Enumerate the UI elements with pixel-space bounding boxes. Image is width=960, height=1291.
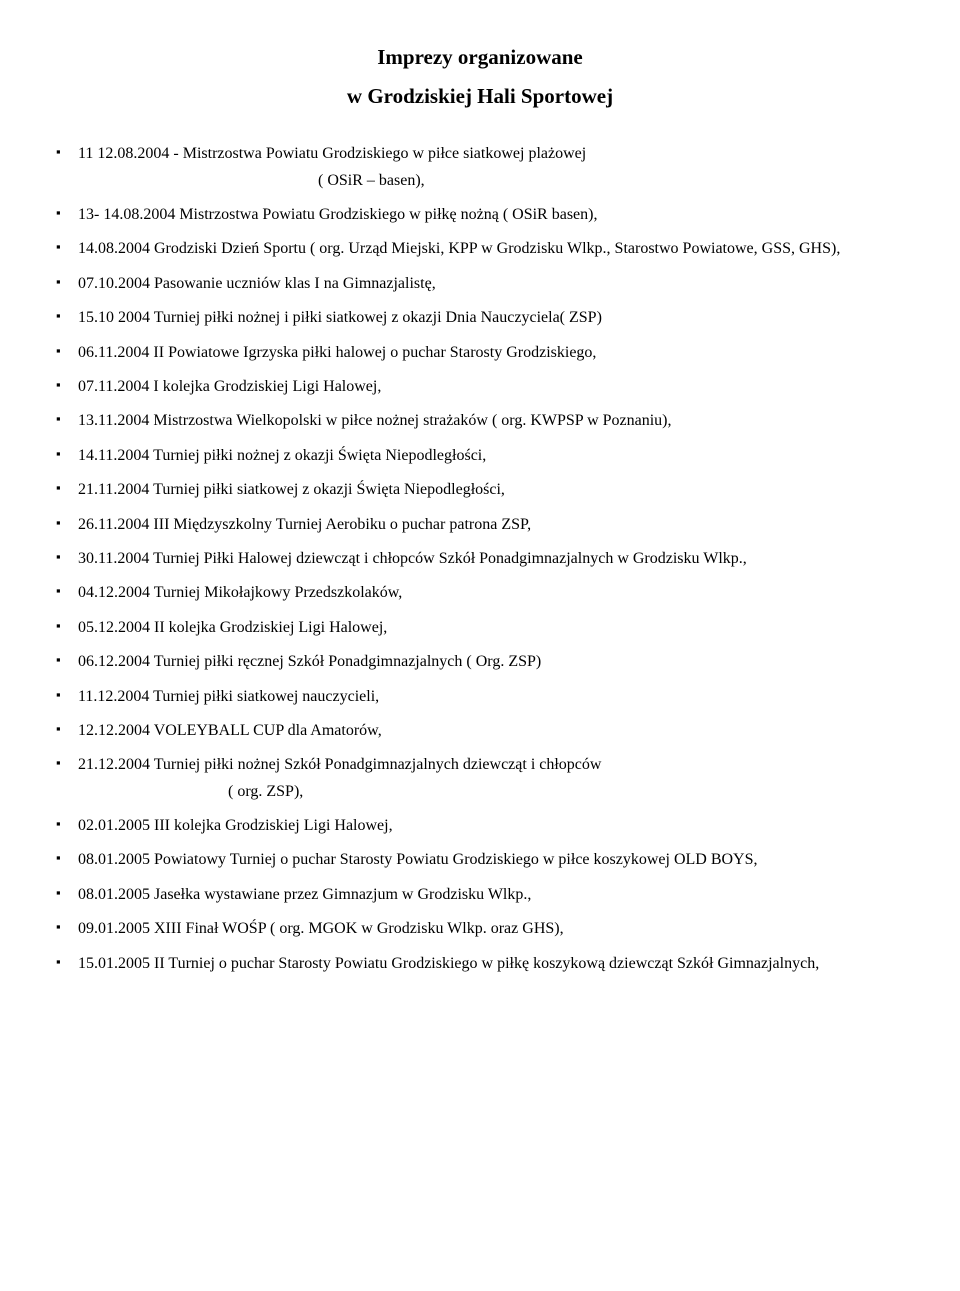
event-list: 11 12.08.2004 - Mistrzostwa Powiatu Grod…: [50, 141, 910, 977]
list-item: 09.01.2005 XIII Finał WOŚP ( org. MGOK w…: [50, 916, 910, 942]
list-item: 02.01.2005 III kolejka Grodziskiej Ligi …: [50, 813, 910, 839]
event-text: 14.08.2004 Grodziski Dzień Sportu ( org.…: [78, 240, 840, 257]
event-continuation: ( OSiR – basen),: [78, 168, 910, 194]
list-item: 04.12.2004 Turniej Mikołajkowy Przedszko…: [50, 580, 910, 606]
event-text: 21.12.2004 Turniej piłki nożnej Szkół Po…: [78, 756, 601, 773]
event-text: 14.11.2004 Turniej piłki nożnej z okazji…: [78, 447, 486, 464]
list-item: 11 12.08.2004 - Mistrzostwa Powiatu Grod…: [50, 141, 910, 194]
event-text: 07.10.2004 Pasowanie uczniów klas I na G…: [78, 275, 436, 292]
event-continuation: ( org. ZSP),: [78, 779, 910, 805]
list-item: 07.11.2004 I kolejka Grodziskiej Ligi Ha…: [50, 374, 910, 400]
list-item: 13- 14.08.2004 Mistrzostwa Powiatu Grodz…: [50, 202, 910, 228]
list-item: 13.11.2004 Mistrzostwa Wielkopolski w pi…: [50, 408, 910, 434]
event-text: 05.12.2004 II kolejka Grodziskiej Ligi H…: [78, 619, 387, 636]
list-item: 06.11.2004 II Powiatowe Igrzyska piłki h…: [50, 340, 910, 366]
list-item: 15.10 2004 Turniej piłki nożnej i piłki …: [50, 305, 910, 331]
list-item: 11.12.2004 Turniej piłki siatkowej naucz…: [50, 684, 910, 710]
event-text: 08.01.2005 Powiatowy Turniej o puchar St…: [78, 851, 758, 868]
list-item: 21.11.2004 Turniej piłki siatkowej z oka…: [50, 477, 910, 503]
list-item: 26.11.2004 III Międzyszkolny Turniej Aer…: [50, 512, 910, 538]
page-title: Imprezy organizowane: [50, 40, 910, 75]
event-text: 26.11.2004 III Międzyszkolny Turniej Aer…: [78, 516, 531, 533]
event-text: 15.10 2004 Turniej piłki nożnej i piłki …: [78, 309, 602, 326]
event-text: 06.11.2004 II Powiatowe Igrzyska piłki h…: [78, 344, 596, 361]
page-subtitle: w Grodziskiej Hali Sportowej: [50, 79, 910, 114]
event-text: 11.12.2004 Turniej piłki siatkowej naucz…: [78, 688, 379, 705]
event-text: 02.01.2005 III kolejka Grodziskiej Ligi …: [78, 817, 393, 834]
event-text: 08.01.2005 Jasełka wystawiane przez Gimn…: [78, 886, 531, 903]
event-text: 07.11.2004 I kolejka Grodziskiej Ligi Ha…: [78, 378, 381, 395]
list-item: 14.08.2004 Grodziski Dzień Sportu ( org.…: [50, 236, 910, 262]
list-item: 21.12.2004 Turniej piłki nożnej Szkół Po…: [50, 752, 910, 805]
list-item: 14.11.2004 Turniej piłki nożnej z okazji…: [50, 443, 910, 469]
event-text: 06.12.2004 Turniej piłki ręcznej Szkół P…: [78, 653, 541, 670]
list-item: 15.01.2005 II Turniej o puchar Starosty …: [50, 951, 910, 977]
list-item: 05.12.2004 II kolejka Grodziskiej Ligi H…: [50, 615, 910, 641]
list-item: 30.11.2004 Turniej Piłki Halowej dziewcz…: [50, 546, 910, 572]
event-text: 04.12.2004 Turniej Mikołajkowy Przedszko…: [78, 584, 402, 601]
list-item: 07.10.2004 Pasowanie uczniów klas I na G…: [50, 271, 910, 297]
event-text: 09.01.2005 XIII Finał WOŚP ( org. MGOK w…: [78, 920, 564, 937]
list-item: 08.01.2005 Jasełka wystawiane przez Gimn…: [50, 882, 910, 908]
event-text: 21.11.2004 Turniej piłki siatkowej z oka…: [78, 481, 505, 498]
event-text: 30.11.2004 Turniej Piłki Halowej dziewcz…: [78, 550, 747, 567]
list-item: 12.12.2004 VOLEYBALL CUP dla Amatorów,: [50, 718, 910, 744]
event-text: 13.11.2004 Mistrzostwa Wielkopolski w pi…: [78, 412, 672, 429]
event-text: 15.01.2005 II Turniej o puchar Starosty …: [78, 955, 819, 972]
event-text: 13- 14.08.2004 Mistrzostwa Powiatu Grodz…: [78, 206, 597, 223]
list-item: 06.12.2004 Turniej piłki ręcznej Szkół P…: [50, 649, 910, 675]
event-text: 12.12.2004 VOLEYBALL CUP dla Amatorów,: [78, 722, 382, 739]
event-text: 11 12.08.2004 - Mistrzostwa Powiatu Grod…: [78, 145, 586, 162]
list-item: 08.01.2005 Powiatowy Turniej o puchar St…: [50, 847, 910, 873]
